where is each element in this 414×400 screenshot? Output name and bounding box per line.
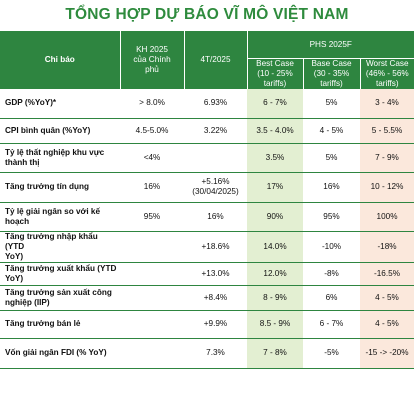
cell-plan: 4.5-5.0% xyxy=(120,118,184,144)
cell-base: -5% xyxy=(303,338,360,369)
cell-base: -10% xyxy=(303,231,360,263)
cell-apr: 3.22% xyxy=(184,118,247,144)
cell-base: 5% xyxy=(303,89,360,119)
cell-worst: 100% xyxy=(360,202,414,232)
cell-base: -8% xyxy=(303,262,360,286)
cell-plan: > 8.0% xyxy=(120,89,184,119)
row-label: Tỷ lệ giải ngân so với kế hoạch xyxy=(0,202,120,232)
cell-plan: 16% xyxy=(120,172,184,203)
cell-worst: -18% xyxy=(360,231,414,263)
forecast-table: Chỉ báo KH 2025 của Chính phủ 4T/2025 PH… xyxy=(0,31,414,369)
cell-plan xyxy=(120,285,184,311)
cell-apr: +13.0% xyxy=(184,262,247,286)
table-row: Tỷ lệ giải ngân so với kế hoạch 95% 16% … xyxy=(0,202,414,232)
table-header: Chỉ báo KH 2025 của Chính phủ 4T/2025 PH… xyxy=(0,31,414,89)
row-label: GDP (%YoY)* xyxy=(0,89,120,119)
cell-apr: 7.3% xyxy=(184,338,247,369)
cell-plan xyxy=(120,310,184,339)
cell-best: 8 - 9% xyxy=(247,285,303,311)
row-label: Vốn giải ngân FDI (% YoY) xyxy=(0,338,120,369)
table-row: Tăng trưởng nhập khẩu (YTD YoY) +18.6% 1… xyxy=(0,231,414,263)
cell-base: 16% xyxy=(303,172,360,203)
header-phs: PHS 2025F xyxy=(246,31,414,59)
cell-best: 6 - 7% xyxy=(247,89,303,119)
cell-plan xyxy=(120,262,184,286)
cell-apr: +5.16% (30/04/2025) xyxy=(184,172,247,203)
cell-best: 8.5 - 9% xyxy=(247,310,303,339)
header-base: Base Case (30 - 35% tariffs) xyxy=(302,58,360,89)
cell-worst: 5 - 5.5% xyxy=(360,118,414,144)
cell-worst: 3 - 4% xyxy=(360,89,414,119)
row-label: Tăng trưởng xuất khẩu (YTD YoY) xyxy=(0,262,120,286)
cell-worst: 4 - 5% xyxy=(360,310,414,339)
cell-plan: 95% xyxy=(120,202,184,232)
table-row: Vốn giải ngân FDI (% YoY) 7.3% 7 - 8% -5… xyxy=(0,338,414,369)
row-label: Tăng trưởng tín dụng xyxy=(0,172,120,203)
cell-base: 6 - 7% xyxy=(303,310,360,339)
header-plan: KH 2025 của Chính phủ xyxy=(119,31,184,89)
header-worst: Worst Case (46% - 56% tariffs) xyxy=(359,58,414,89)
cell-base: 5% xyxy=(303,143,360,173)
cell-best: 90% xyxy=(247,202,303,232)
cell-base: 6% xyxy=(303,285,360,311)
cell-worst: 10 - 12% xyxy=(360,172,414,203)
cell-plan xyxy=(120,231,184,263)
cell-worst: 4 - 5% xyxy=(360,285,414,311)
table-row: Tăng trưởng tín dụng 16% +5.16% (30/04/2… xyxy=(0,172,414,203)
header-apr: 4T/2025 xyxy=(183,31,247,89)
row-label: CPI bình quân (%YoY) xyxy=(0,118,120,144)
cell-worst: -15 -> -20% xyxy=(360,338,414,369)
cell-worst: -16.5% xyxy=(360,262,414,286)
cell-base: 4 - 5% xyxy=(303,118,360,144)
row-label: Tỷ lệ thất nghiệp khu vực thành thị xyxy=(0,143,120,173)
cell-plan: <4% xyxy=(120,143,184,173)
table-row: Tăng trưởng xuất khẩu (YTD YoY) +13.0% 1… xyxy=(0,262,414,286)
cell-apr: 16% xyxy=(184,202,247,232)
page-title: TỔNG HỢP DỰ BÁO VĨ MÔ VIỆT NAM xyxy=(65,6,349,23)
row-label: Tăng trưởng nhập khẩu (YTD YoY) xyxy=(0,231,120,263)
table-row: Tăng trưởng sản xuất công nghiệp (IIP) +… xyxy=(0,285,414,311)
table-row: Tỷ lệ thất nghiệp khu vực thành thị <4% … xyxy=(0,143,414,173)
cell-best: 7 - 8% xyxy=(247,338,303,369)
header-best: Best Case (10 - 25% tariffs) xyxy=(246,58,303,89)
cell-apr: +8.4% xyxy=(184,285,247,311)
cell-best: 14.0% xyxy=(247,231,303,263)
cell-best: 17% xyxy=(247,172,303,203)
cell-apr: 6.93% xyxy=(184,89,247,119)
cell-best: 3.5% xyxy=(247,143,303,173)
cell-apr xyxy=(184,143,247,173)
cell-apr: +9.9% xyxy=(184,310,247,339)
cell-best: 3.5 - 4.0% xyxy=(247,118,303,144)
cell-base: 95% xyxy=(303,202,360,232)
row-label: Tăng trưởng bán lẻ xyxy=(0,310,120,339)
header-indicator: Chỉ báo xyxy=(0,31,120,89)
row-label: Tăng trưởng sản xuất công nghiệp (IIP) xyxy=(0,285,120,311)
cell-worst: 7 - 9% xyxy=(360,143,414,173)
cell-plan xyxy=(120,338,184,369)
table-row: GDP (%YoY)* > 8.0% 6.93% 6 - 7% 5% 3 - 4… xyxy=(0,89,414,119)
table-row: Tăng trưởng bán lẻ +9.9% 8.5 - 9% 6 - 7%… xyxy=(0,310,414,339)
cell-apr: +18.6% xyxy=(184,231,247,263)
cell-best: 12.0% xyxy=(247,262,303,286)
table-row: CPI bình quân (%YoY) 4.5-5.0% 3.22% 3.5 … xyxy=(0,118,414,144)
